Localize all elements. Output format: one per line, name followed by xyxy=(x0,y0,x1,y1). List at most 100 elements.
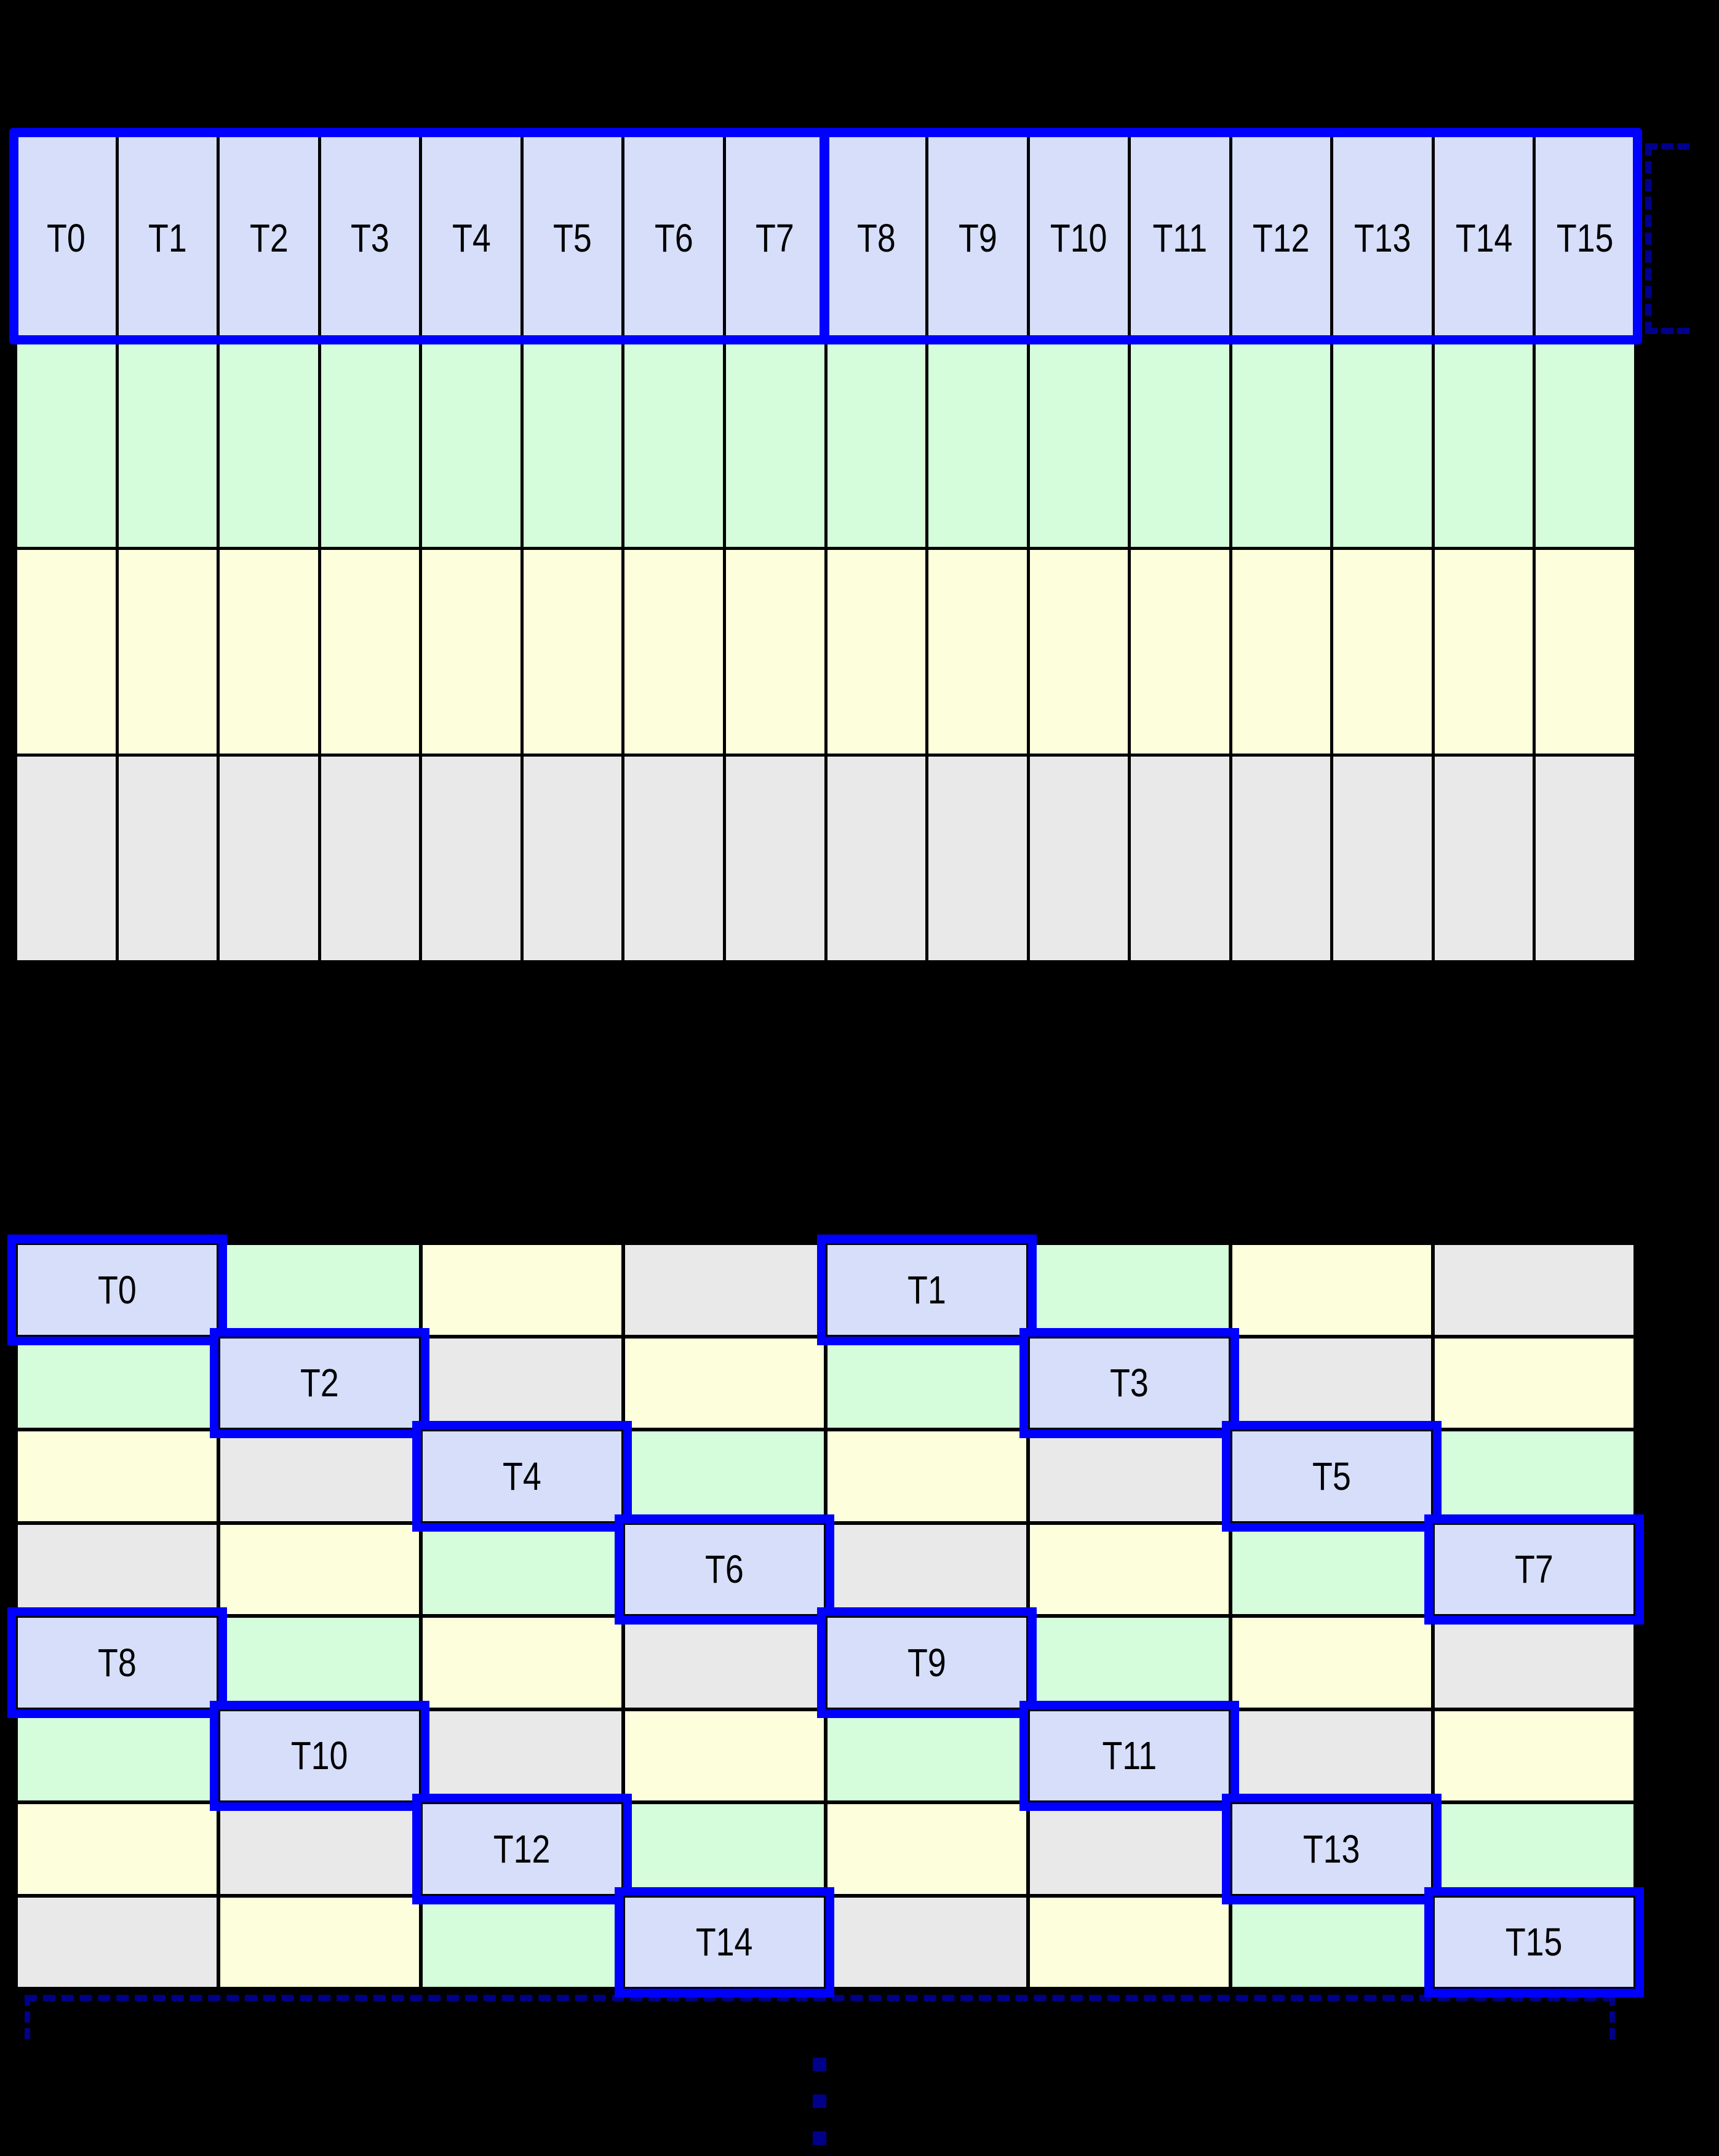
thread-tile-T5: T5 xyxy=(1232,1431,1431,1521)
memory-cell xyxy=(1232,1524,1431,1614)
thread-label: T1 xyxy=(907,1267,946,1312)
memory-cell xyxy=(17,549,116,754)
thread-tile-T1: T1 xyxy=(828,1245,1026,1335)
memory-cell xyxy=(1435,1338,1633,1428)
memory-cell xyxy=(625,1618,824,1708)
memory-cell xyxy=(1435,1245,1633,1335)
thread-tile-T0: T0 xyxy=(18,1245,217,1335)
memory-cell xyxy=(827,756,926,960)
memory-cell xyxy=(1435,1431,1633,1521)
thread-label: T5 xyxy=(553,215,592,260)
thread-label: T4 xyxy=(452,215,491,260)
memory-cell xyxy=(523,549,622,754)
memory-cell xyxy=(1131,756,1229,960)
memory-cell xyxy=(1435,1711,1633,1800)
thread-cell-T15: T15 xyxy=(1536,136,1634,340)
memory-cell xyxy=(1232,549,1331,754)
memory-cell xyxy=(827,549,926,754)
thread-tile-T3: T3 xyxy=(1030,1338,1229,1428)
thread-cell-T4: T4 xyxy=(422,136,520,340)
thread-label: T2 xyxy=(249,215,289,260)
thread-tile-T8: T8 xyxy=(18,1618,217,1708)
memory-cell xyxy=(18,1711,217,1800)
thread-cell-T2: T2 xyxy=(220,136,318,340)
thread-tile-T14: T14 xyxy=(625,1897,824,1987)
thread-tile-T12: T12 xyxy=(423,1804,621,1894)
memory-cell xyxy=(220,549,318,754)
thread-label: T0 xyxy=(98,1267,137,1312)
memory-cell xyxy=(1232,343,1331,547)
memory-cell xyxy=(827,343,926,547)
memory-cell xyxy=(18,1338,217,1428)
thread-label: T15 xyxy=(1506,1920,1563,1965)
thread-label: T7 xyxy=(756,215,795,260)
memory-cell xyxy=(1030,1524,1229,1614)
thread-cell-T11: T11 xyxy=(1131,136,1229,340)
memory-cell xyxy=(321,756,420,960)
memory-cell xyxy=(928,756,1027,960)
thread-label: T7 xyxy=(1515,1547,1553,1592)
memory-cell xyxy=(725,343,824,547)
thread-label: T9 xyxy=(907,1640,946,1685)
thread-label: T11 xyxy=(1102,1733,1157,1778)
memory-cell xyxy=(625,1245,824,1335)
memory-cell xyxy=(625,1804,824,1894)
memory-cell xyxy=(1030,1431,1229,1521)
thread-label: T6 xyxy=(705,1547,744,1592)
thread-label: T12 xyxy=(1253,215,1310,260)
memory-cell xyxy=(118,343,217,547)
memory-cell xyxy=(1536,756,1634,960)
memory-cell xyxy=(118,756,217,960)
thread-label: T14 xyxy=(696,1920,753,1965)
memory-cell xyxy=(321,549,420,754)
memory-cell xyxy=(220,1618,419,1708)
memory-cell xyxy=(928,549,1027,754)
thread-cell-T6: T6 xyxy=(624,136,723,340)
thread-label: T1 xyxy=(148,215,187,260)
memory-cell xyxy=(422,756,520,960)
memory-cell xyxy=(1435,1804,1633,1894)
memory-cell xyxy=(624,549,723,754)
thread-label: T3 xyxy=(1110,1361,1149,1406)
memory-cell xyxy=(1232,1338,1431,1428)
thread-label: T9 xyxy=(958,215,997,260)
row-height-bracket-icon xyxy=(1645,143,1689,334)
thread-cell-T5: T5 xyxy=(523,136,622,340)
thread-cell-T12: T12 xyxy=(1232,136,1331,340)
memory-cell xyxy=(624,756,723,960)
thread-label: T12 xyxy=(493,1826,551,1871)
memory-cell xyxy=(1435,1618,1633,1708)
thread-tile-T2: T2 xyxy=(220,1338,419,1428)
memory-cell xyxy=(828,1804,1026,1894)
memory-cell xyxy=(18,1897,217,1987)
memory-cell xyxy=(1232,1711,1431,1800)
memory-cell xyxy=(423,1338,621,1428)
thread-label: T5 xyxy=(1312,1454,1351,1498)
memory-cell xyxy=(1232,1618,1431,1708)
memory-cell xyxy=(828,1524,1026,1614)
thread-tile-T7: T7 xyxy=(1435,1524,1633,1614)
memory-cell xyxy=(1029,343,1128,547)
memory-cell xyxy=(828,1431,1026,1521)
memory-cell xyxy=(220,343,318,547)
thread-label: T6 xyxy=(654,215,693,260)
thread-cell-T1: T1 xyxy=(118,136,217,340)
memory-cell xyxy=(18,1431,217,1521)
memory-cell xyxy=(828,1897,1026,1987)
thread-cell-T13: T13 xyxy=(1333,136,1432,340)
memory-cell xyxy=(928,343,1027,547)
memory-cell xyxy=(220,1245,419,1335)
memory-cell xyxy=(725,756,824,960)
memory-cell xyxy=(828,1338,1026,1428)
memory-cell xyxy=(625,1431,824,1521)
memory-cell xyxy=(523,343,622,547)
thread-tile-T11: T11 xyxy=(1030,1711,1229,1800)
memory-cell xyxy=(17,343,116,547)
memory-cell xyxy=(1536,343,1634,547)
memory-cell xyxy=(1030,1804,1229,1894)
memory-cell xyxy=(624,343,723,547)
thread-tile-T9: T9 xyxy=(828,1618,1026,1708)
memory-cell xyxy=(423,1711,621,1800)
thread-cell-T9: T9 xyxy=(928,136,1027,340)
